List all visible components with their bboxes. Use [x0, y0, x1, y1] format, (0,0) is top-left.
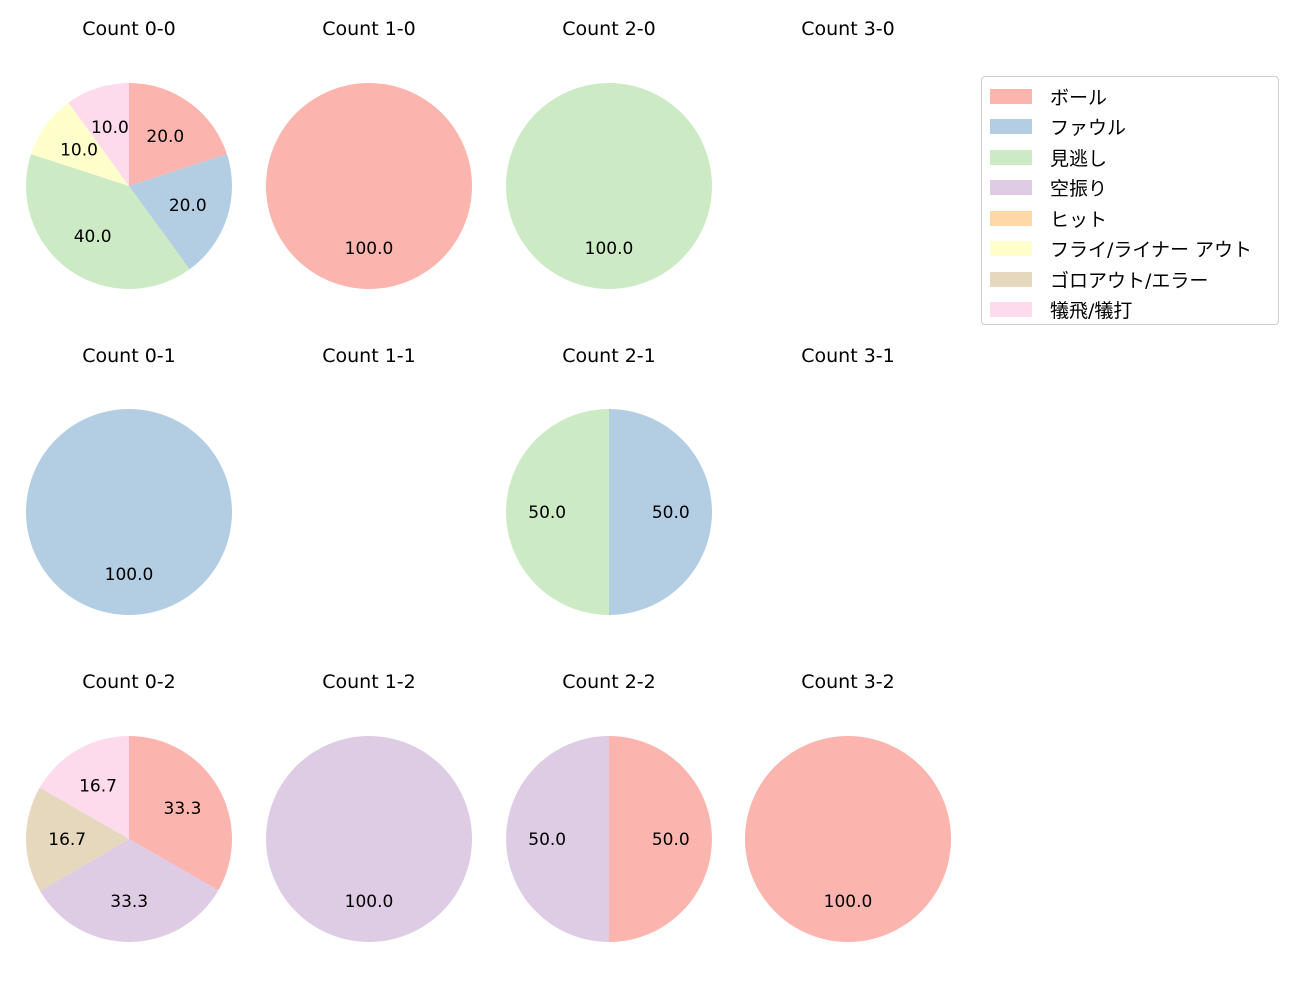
pie-slice	[745, 736, 951, 942]
subplot-title: Count 0-2	[82, 671, 176, 693]
slice-label: 16.7	[48, 830, 86, 850]
pie-subplot: Count 1-2 100.0	[266, 671, 472, 942]
legend-swatch	[990, 271, 1032, 287]
pie-slice	[129, 736, 232, 891]
pie-subplot: Count 2-0 100.0	[506, 18, 712, 289]
subplot-title: Count 1-2	[322, 671, 416, 693]
pie-subplot: Count 3-1	[801, 345, 895, 367]
legend: ボール ファウル 見逃し 空振り ヒット フライ/ライナー アウト ゴロアウト/…	[981, 76, 1279, 325]
legend-item-fly-liner-out: フライ/ライナー アウト	[982, 234, 1278, 265]
subplot-title: Count 3-1	[801, 345, 895, 367]
legend-swatch	[990, 302, 1032, 318]
legend-swatch	[990, 149, 1032, 165]
legend-item-swinging-strike: 空振り	[982, 173, 1278, 204]
pie-subplot: Count 1-1	[322, 345, 416, 367]
subplot-title: Count 1-1	[322, 345, 416, 367]
slice-label: 100.0	[345, 239, 394, 259]
pie-subplot: Count 0-1 100.0	[26, 345, 232, 615]
legend-swatch	[990, 88, 1032, 104]
slice-label: 16.7	[79, 777, 117, 797]
slice-label: 100.0	[105, 565, 154, 585]
slice-label: 33.3	[110, 892, 148, 912]
pie-slice	[266, 736, 472, 942]
pie-slice	[26, 787, 129, 891]
legend-item-grounder-error: ゴロアウト/エラー	[982, 264, 1278, 295]
slice-label: 20.0	[169, 196, 207, 216]
slice-label: 50.0	[652, 830, 690, 850]
slice-label: 50.0	[652, 503, 690, 523]
pie-slice	[609, 736, 712, 942]
pie-slice	[129, 154, 232, 270]
legend-swatch	[990, 210, 1032, 226]
subplot-title: Count 0-1	[82, 345, 176, 367]
legend-item-called-strike: 見逃し	[982, 142, 1278, 173]
legend-item-sacrifice: 犠飛/犠打	[982, 295, 1278, 326]
slice-label: 100.0	[345, 892, 394, 912]
slice-label: 10.0	[60, 141, 98, 161]
pie-subplot: Count 0-0 20.0 20.0 40.0 10.0 10.0	[26, 18, 232, 289]
slice-label: 100.0	[824, 892, 873, 912]
pie-subplot: Count 2-2 50.0 50.0	[506, 671, 712, 942]
legend-label: ボール	[1050, 86, 1108, 109]
pie-slice	[26, 154, 190, 289]
pie-subplot: Count 1-0 100.0	[266, 18, 472, 289]
subplot-title: Count 2-1	[562, 345, 656, 367]
pie-slice	[40, 839, 219, 942]
pie-slice	[609, 409, 712, 615]
pie-slice	[68, 83, 129, 186]
legend-item-hit: ヒット	[982, 203, 1278, 234]
slice-label: 50.0	[528, 830, 566, 850]
slice-label: 40.0	[74, 227, 112, 247]
legend-label: ゴロアウト/エラー	[1050, 269, 1209, 292]
slice-label: 10.0	[91, 118, 129, 138]
pie-slice	[26, 409, 232, 615]
subplot-title: Count 1-0	[322, 18, 416, 40]
pie-slice	[506, 83, 712, 289]
slice-label: 50.0	[528, 503, 566, 523]
subplot-title: Count 2-0	[562, 18, 656, 40]
pie-slice	[39, 736, 129, 839]
pie-slice	[31, 102, 129, 186]
legend-label: 見逃し	[1050, 147, 1108, 170]
pie-subplot: Count 3-0	[801, 18, 895, 40]
pie-slice	[506, 409, 609, 615]
slice-label: 33.3	[164, 799, 202, 819]
subplot-title: Count 3-0	[801, 18, 895, 40]
legend-label: 犠飛/犠打	[1050, 300, 1133, 323]
legend-item-foul: ファウル	[982, 112, 1278, 143]
legend-swatch	[990, 180, 1032, 196]
subplot-title: Count 2-2	[562, 671, 656, 693]
slice-label: 20.0	[146, 127, 184, 147]
legend-item-ball: ボール	[982, 81, 1278, 112]
pie-subplot: Count 2-1 50.0 50.0	[506, 345, 712, 615]
pie-slice	[266, 83, 472, 289]
legend-swatch	[990, 119, 1032, 135]
pie-slice	[129, 83, 227, 186]
legend-label: 空振り	[1050, 178, 1108, 201]
legend-label: フライ/ライナー アウト	[1050, 239, 1253, 262]
pie-subplot: Count 0-2 33.3 33.3 16.7 16.7	[26, 671, 232, 942]
legend-label: ヒット	[1050, 208, 1108, 231]
legend-swatch	[990, 241, 1032, 257]
pie-slice	[506, 736, 609, 942]
pie-subplot: Count 3-2 100.0	[745, 671, 951, 942]
subplot-title: Count 3-2	[801, 671, 895, 693]
slice-label: 100.0	[585, 239, 634, 259]
subplot-title: Count 0-0	[82, 18, 176, 40]
legend-label: ファウル	[1050, 117, 1127, 140]
